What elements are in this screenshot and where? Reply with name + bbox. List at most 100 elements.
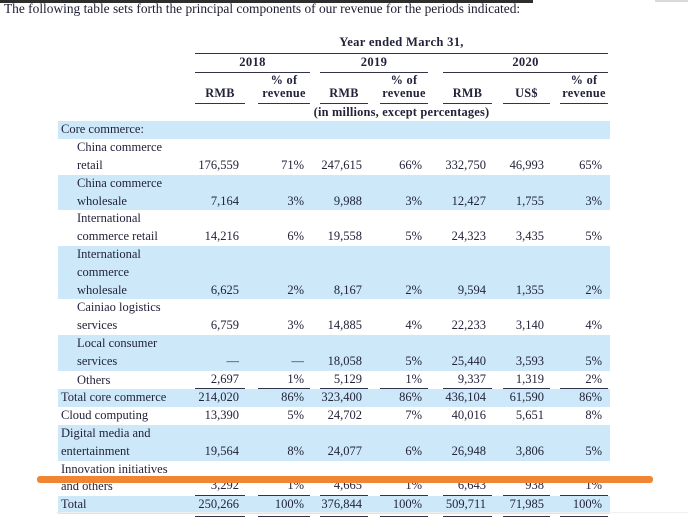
- value-cell: 4%: [585, 318, 603, 333]
- value-cell: —: [245, 334, 310, 371]
- value-cell: 5,129: [310, 371, 368, 390]
- value-cell: 2%: [368, 245, 428, 300]
- value-cell: 5%: [585, 229, 603, 244]
- row-label: China commerce retail: [77, 140, 163, 172]
- group-header-label: Year ended March 31,: [195, 34, 609, 54]
- column-header: RMB: [428, 73, 492, 104]
- value-cell: 9,594: [428, 245, 492, 300]
- value-cell: 71%: [281, 157, 304, 172]
- value-cell: 9,337: [428, 371, 492, 390]
- double-rule-cell: [428, 513, 492, 518]
- value-cell: 3%: [368, 174, 428, 211]
- header-spacer: [58, 104, 187, 122]
- year-2020-label: 2020: [443, 54, 609, 73]
- value-cell: 7%: [405, 408, 422, 423]
- value-cell: 24,702: [327, 408, 362, 423]
- column-header: % of revenue: [550, 73, 610, 104]
- orange-highlight-line: [37, 476, 653, 483]
- unit-note-cell: (in millions, except percentages): [187, 104, 610, 122]
- value-cell: 3%: [550, 174, 611, 211]
- header-spacer: [58, 54, 187, 73]
- row-label: Total core commerce: [58, 389, 187, 408]
- unit-note-label: (in millions, except percentages): [313, 104, 490, 119]
- value-cell: 5%: [287, 408, 304, 423]
- year-2019-cell: 2019: [310, 54, 428, 73]
- value-cell: [245, 121, 310, 140]
- revenue-table-wrapper: Year ended March 31, 2018 2019 2020: [58, 34, 611, 518]
- value-cell: 71,985: [492, 496, 550, 514]
- double-rule-cell: [550, 513, 611, 518]
- value-cell: 100%: [245, 496, 310, 514]
- value-cell: [310, 121, 368, 140]
- total-double-rule-row: [58, 513, 611, 518]
- value-cell: 2%: [550, 245, 611, 300]
- value-cell: 323,400: [310, 389, 368, 408]
- value-cell: —: [187, 334, 245, 371]
- value-cell: [550, 121, 611, 140]
- value-cell: 1,755: [492, 174, 550, 211]
- value-cell: 3,435: [515, 229, 544, 244]
- group-header-row: Year ended March 31,: [58, 34, 610, 54]
- column-header: % of revenue: [245, 73, 310, 104]
- value-cell: 6%: [287, 229, 304, 244]
- value-cell: 2,697: [187, 371, 245, 390]
- value-cell: 3,140: [515, 318, 544, 333]
- row-label: China commerce wholesale: [58, 174, 187, 211]
- value-cell: [428, 121, 492, 140]
- value-cell: 3,806: [492, 424, 550, 461]
- column-header-row: RMB % of revenue RMB % of revenue RMB US$ …: [58, 73, 610, 104]
- row-label: Digital media and entertainment: [58, 424, 187, 461]
- value-cell: 66%: [399, 157, 422, 172]
- value-cell: 3,593: [492, 334, 550, 371]
- value-cell: 5%: [550, 424, 611, 461]
- column-header: US$: [492, 73, 550, 104]
- value-cell: 25,440: [428, 334, 492, 371]
- value-cell: 46,993: [509, 157, 544, 172]
- row-label: International commerce wholesale: [58, 245, 187, 300]
- value-cell: 1%: [245, 371, 310, 390]
- unit-note-row: (in millions, except percentages): [58, 104, 610, 122]
- value-cell: 1,355: [492, 245, 550, 300]
- value-cell: 6,625: [187, 245, 245, 300]
- header-spacer: [58, 73, 187, 104]
- column-header: RMB: [187, 73, 245, 104]
- value-cell: 3%: [287, 318, 304, 333]
- row-label: Cloud computing: [61, 408, 149, 423]
- double-rule-cell: [245, 513, 310, 518]
- value-cell: 86%: [550, 389, 611, 408]
- value-cell: 8%: [585, 408, 603, 423]
- value-cell: [187, 121, 245, 140]
- value-cell: 509,711: [428, 496, 492, 514]
- value-cell: 9,988: [310, 174, 368, 211]
- year-2019-label: 2019: [320, 54, 428, 73]
- value-cell: 40,016: [451, 408, 486, 423]
- top-right-edge-artifact: [655, 0, 688, 2]
- value-cell: 6,759: [210, 318, 239, 333]
- table-row: International commerce wholesale 6,625 2% 8,1…: [58, 245, 611, 300]
- value-cell: 14,216: [204, 229, 239, 244]
- year-header-row: 2018 2019 2020: [58, 54, 610, 73]
- bottom-edge-artifact: [56, 512, 688, 513]
- double-rule-cell: [187, 513, 245, 518]
- year-2018-cell: 2018: [187, 54, 310, 73]
- table-header: Year ended March 31, 2018 2019 2020: [58, 34, 610, 121]
- value-cell: 19,558: [327, 229, 362, 244]
- value-cell: 176,559: [198, 157, 239, 172]
- year-2018-label: 2018: [195, 54, 310, 73]
- value-cell: 5,651: [515, 408, 544, 423]
- value-cell: 1%: [368, 371, 428, 390]
- top-edge-artifact: [0, 0, 533, 3]
- row-label: Local consumer services: [58, 334, 187, 371]
- value-cell: 24,077: [310, 424, 368, 461]
- intro-paragraph: The following table sets forth the princ…: [4, 1, 521, 16]
- value-cell: 24,323: [451, 229, 486, 244]
- row-label: Core commerce:: [58, 121, 187, 140]
- value-cell: 61,590: [492, 389, 550, 408]
- value-cell: 86%: [245, 389, 310, 408]
- table-row: China commerce wholesale 7,164 3% 9,988 3% 12,…: [58, 174, 611, 211]
- year-2020-cell: 2020: [428, 54, 610, 73]
- table-row: Total core commerce 214,020 86% 323,400 86% 4…: [58, 389, 611, 408]
- double-rule-cell: [368, 513, 428, 518]
- value-cell: 86%: [368, 389, 428, 408]
